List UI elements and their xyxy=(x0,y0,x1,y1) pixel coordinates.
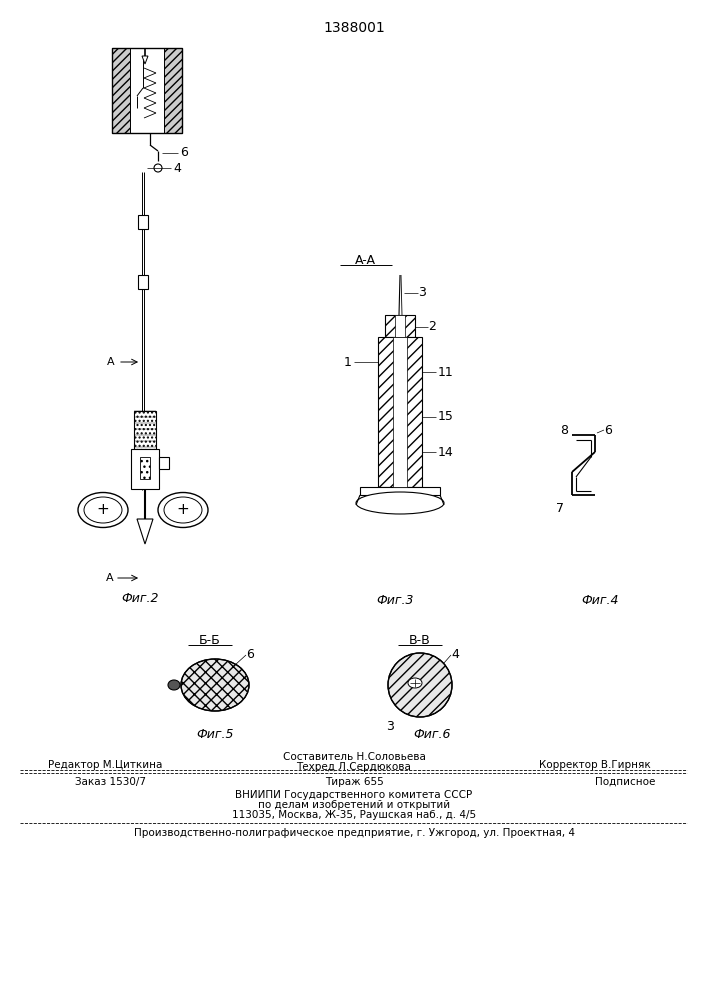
Bar xyxy=(112,48,182,133)
Ellipse shape xyxy=(158,492,208,528)
Text: Фиг.4: Фиг.4 xyxy=(581,593,619,606)
Text: 6: 6 xyxy=(604,424,612,436)
Text: Фиг.2: Фиг.2 xyxy=(121,591,159,604)
Text: 8: 8 xyxy=(560,424,568,436)
Text: 6: 6 xyxy=(246,648,254,662)
Text: 6: 6 xyxy=(180,146,188,159)
Text: 7: 7 xyxy=(556,502,564,514)
Bar xyxy=(140,457,150,479)
Text: по делам изобретений и открытий: по делам изобретений и открытий xyxy=(258,800,450,810)
Bar xyxy=(131,449,159,489)
Bar xyxy=(138,215,148,229)
Ellipse shape xyxy=(84,497,122,523)
Polygon shape xyxy=(137,519,153,544)
Bar xyxy=(112,48,130,133)
Circle shape xyxy=(388,653,452,717)
Text: Фиг.6: Фиг.6 xyxy=(414,728,451,742)
Ellipse shape xyxy=(164,497,202,523)
Text: Б-Б: Б-Б xyxy=(199,634,221,647)
Text: Заказ 1530/7: Заказ 1530/7 xyxy=(75,777,146,787)
Text: 14: 14 xyxy=(438,446,454,458)
Bar xyxy=(130,48,164,133)
Text: 4: 4 xyxy=(173,161,181,174)
Ellipse shape xyxy=(356,492,444,514)
Bar xyxy=(378,337,422,487)
Text: 11: 11 xyxy=(438,365,454,378)
Text: 2: 2 xyxy=(428,320,436,334)
Text: Составитель Н.Соловьева: Составитель Н.Соловьева xyxy=(283,752,426,762)
Ellipse shape xyxy=(168,680,180,690)
Polygon shape xyxy=(142,56,148,64)
Bar xyxy=(164,48,182,133)
Bar xyxy=(138,275,148,289)
Text: Корректор В.Гирняк: Корректор В.Гирняк xyxy=(539,760,651,770)
Text: A: A xyxy=(107,357,115,367)
Text: 15: 15 xyxy=(438,410,454,424)
Circle shape xyxy=(154,164,162,172)
Text: 1388001: 1388001 xyxy=(323,21,385,35)
Text: Подписное: Подписное xyxy=(595,777,655,787)
Text: 3: 3 xyxy=(386,720,394,734)
Text: A-A: A-A xyxy=(354,253,375,266)
Bar xyxy=(159,457,169,469)
Ellipse shape xyxy=(408,678,422,688)
Text: Фиг.5: Фиг.5 xyxy=(197,728,234,742)
Ellipse shape xyxy=(181,659,249,711)
Bar xyxy=(395,315,405,337)
Text: 113035, Москва, Ж-35, Раушская наб., д. 4/5: 113035, Москва, Ж-35, Раушская наб., д. … xyxy=(232,810,476,820)
Text: Фиг.3: Фиг.3 xyxy=(376,593,414,606)
Text: Техред Л.Сердюкова: Техред Л.Сердюкова xyxy=(296,762,411,772)
Ellipse shape xyxy=(78,492,128,528)
Text: 4: 4 xyxy=(451,648,459,662)
Text: +: + xyxy=(97,502,110,518)
Bar xyxy=(360,487,440,495)
Text: 1: 1 xyxy=(344,356,352,368)
Bar xyxy=(134,411,156,449)
Text: A: A xyxy=(106,573,114,583)
Text: 3: 3 xyxy=(418,286,426,300)
Text: Производственно-полиграфическое предприятие, г. Ужгород, ул. Проектная, 4: Производственно-полиграфическое предприя… xyxy=(134,828,575,838)
Text: В-В: В-В xyxy=(409,634,431,647)
Text: +: + xyxy=(177,502,189,518)
Text: Редактор М.Циткина: Редактор М.Циткина xyxy=(48,760,162,770)
Text: Тираж 655: Тираж 655 xyxy=(325,777,383,787)
Text: ВНИИПИ Государственного комитета СССР: ВНИИПИ Государственного комитета СССР xyxy=(235,790,472,800)
Bar xyxy=(385,315,415,337)
Bar xyxy=(393,337,407,487)
